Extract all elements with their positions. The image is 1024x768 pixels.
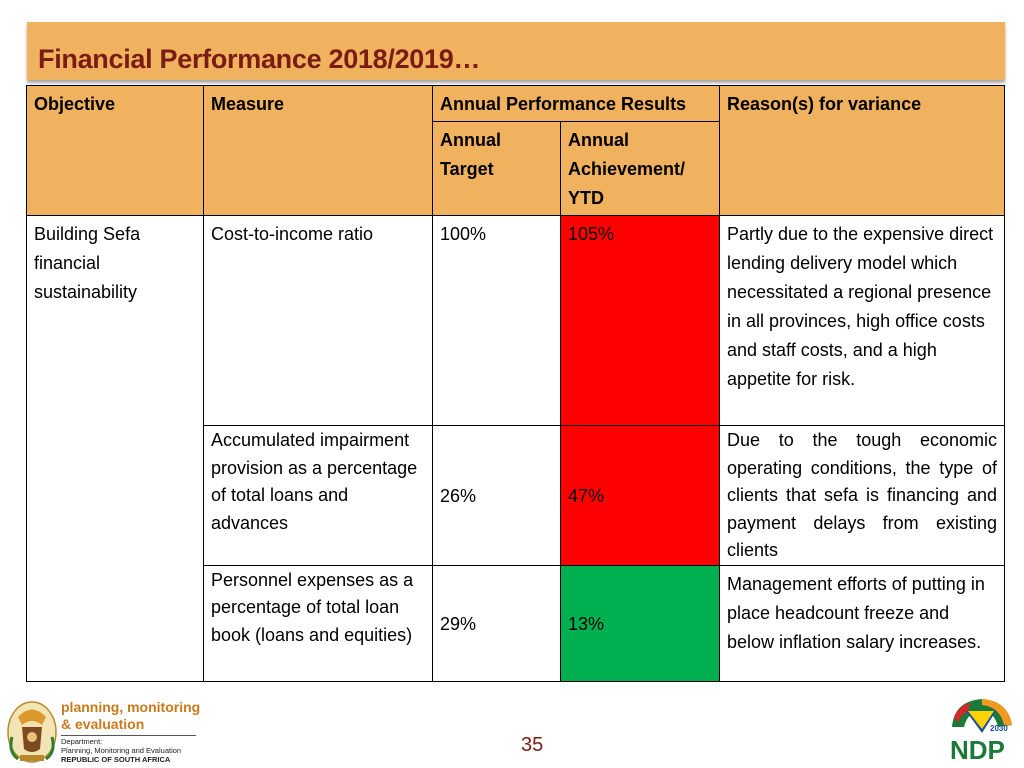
header-objective: Objective: [26, 85, 204, 216]
achievement-cell: 105%: [559, 215, 721, 426]
page-number: 35: [521, 734, 544, 756]
ndp-label: NDP: [950, 735, 1005, 763]
measure-cell: Cost-to-income ratio: [203, 215, 433, 426]
objective-cell: Building Sefa financial sustainability: [26, 215, 204, 682]
header-measure: Measure: [203, 85, 433, 216]
table-subheader-row: Annual Target Annual Achievement/ YTD: [27, 121, 1005, 216]
target-cell: 29%: [432, 564, 561, 682]
reason-cell: Due to the tough economic operating cond…: [719, 425, 1006, 566]
coat-of-arms-logo: [7, 701, 57, 763]
page-title: Financial Performance 2018/2019…: [38, 44, 481, 74]
header-annual-achievement: Annual Achievement/ YTD: [559, 121, 721, 216]
dept-line2: Planning, Monitoring and Evaluation: [61, 746, 182, 755]
ndp-2030-logo: 2030 NDP: [950, 699, 1012, 763]
ndp-year: 2030: [990, 724, 1008, 733]
measure-cell: Accumulated impairment provision as a pe…: [203, 425, 433, 566]
table-row: Building Sefa financial sustainability C…: [26, 215, 1006, 682]
org-name-line2: & evaluation: [61, 716, 145, 732]
dept-line3: REPUBLIC OF SOUTH AFRICA: [61, 755, 171, 764]
divider: [61, 735, 196, 736]
org-name-line1: planning, monitoring: [61, 699, 201, 715]
measure-cell: Personnel expenses as a percentage of to…: [203, 564, 433, 682]
achievement-cell: 13%: [559, 564, 721, 682]
header-reasons: Reason(s) for variance: [719, 85, 1006, 216]
title-banner: [27, 22, 1005, 80]
header-annual-target: Annual Target: [432, 121, 561, 216]
table-header-row: Objective Measure Annual Performance Res…: [26, 85, 1006, 216]
header-results: Annual Performance Results: [431, 85, 721, 122]
table-row: Accumulated impairment provision as a pe…: [27, 425, 1006, 566]
reason-cell: Management efforts of putting in place h…: [719, 564, 1006, 682]
org-name: planning, monitoring & evaluation: [61, 699, 200, 733]
target-cell: 26%: [432, 425, 561, 566]
dept-line1: Department:: [61, 737, 103, 746]
performance-table: Objective Measure Annual Performance Res…: [26, 85, 1006, 682]
target-cell: 100%: [432, 215, 561, 426]
department-text: Department: Planning, Monitoring and Eva…: [61, 737, 181, 764]
table-row: Personnel expenses as a percentage of to…: [27, 564, 1006, 682]
reason-cell: Partly due to the expensive direct lendi…: [719, 215, 1006, 426]
achievement-cell: 47%: [559, 425, 721, 566]
